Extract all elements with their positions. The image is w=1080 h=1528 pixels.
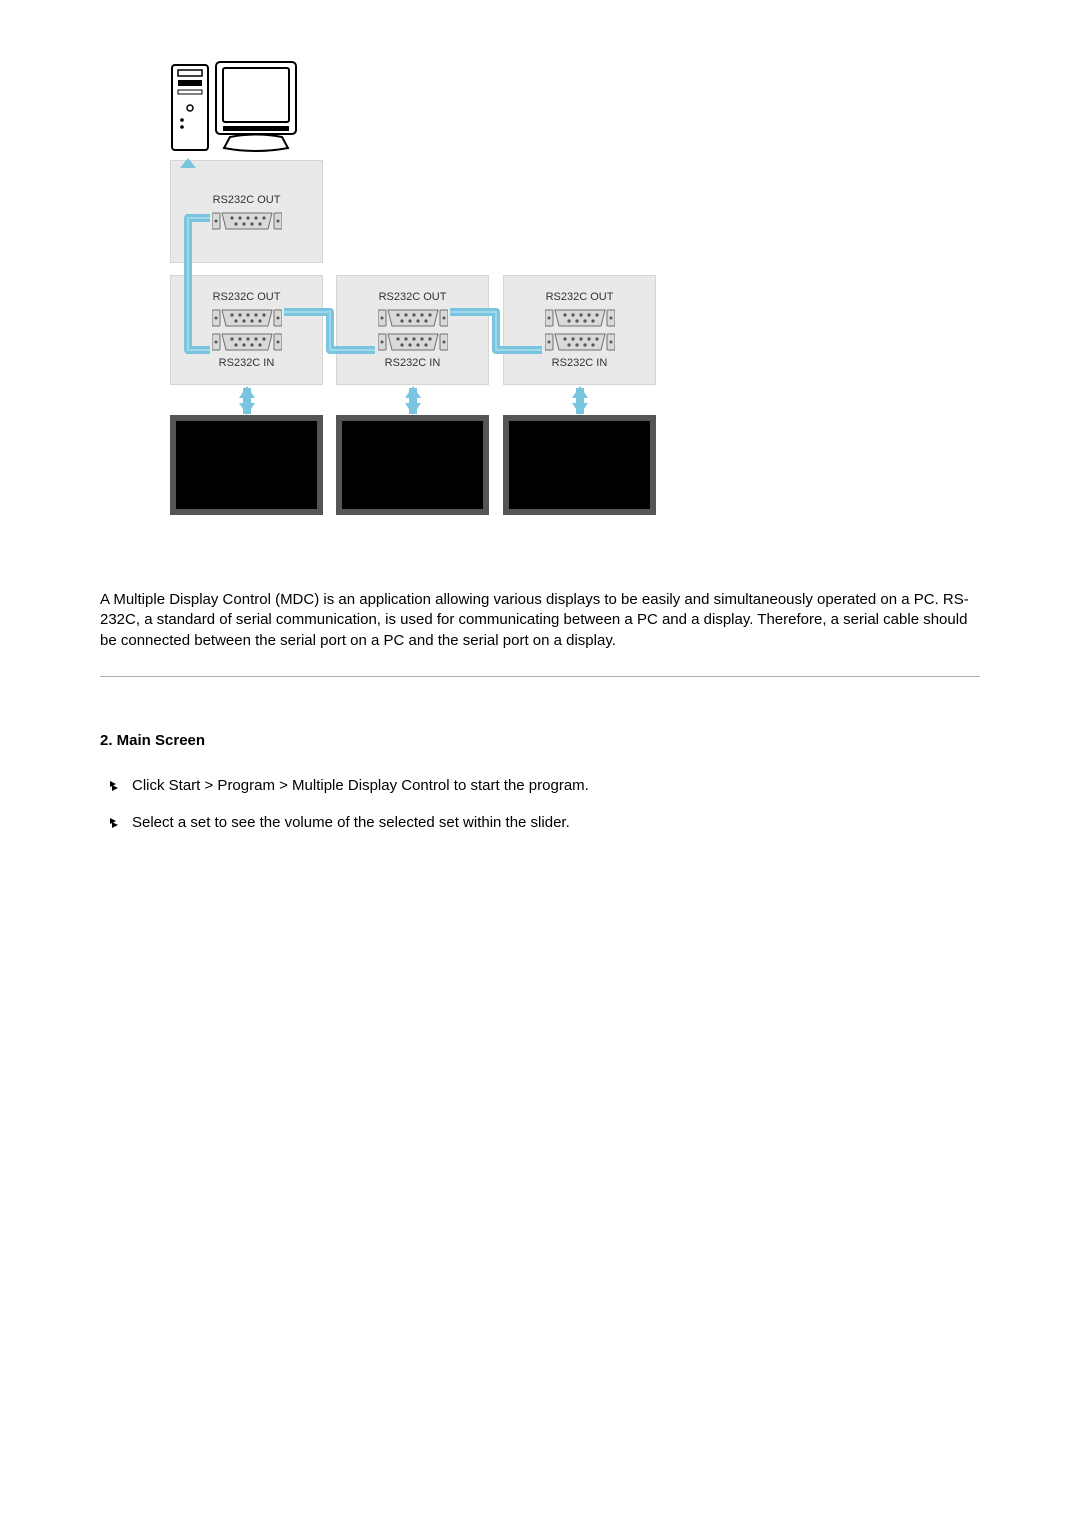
port-label-out: RS232C OUT bbox=[213, 194, 281, 206]
serial-port-icon bbox=[378, 332, 448, 352]
section-heading: 2. Main Screen bbox=[100, 732, 980, 749]
port-label-out: RS232C OUT bbox=[379, 291, 447, 303]
port-label-out: RS232C OUT bbox=[213, 291, 281, 303]
arrow-bullet-icon bbox=[108, 816, 122, 830]
display-3 bbox=[503, 415, 656, 515]
serial-port-icon bbox=[212, 308, 282, 328]
computer-icon bbox=[170, 60, 320, 155]
list-item: Select a set to see the volume of the se… bbox=[108, 814, 980, 831]
serial-panel-2: RS232C OUT RS232C IN bbox=[336, 275, 489, 385]
port-label-out: RS232C OUT bbox=[546, 291, 614, 303]
display-1 bbox=[170, 415, 323, 515]
list-item-text: Select a set to see the volume of the se… bbox=[132, 814, 570, 831]
arrow-bullet-icon bbox=[108, 779, 122, 793]
list-item-text: Click Start > Program > Multiple Display… bbox=[132, 777, 589, 794]
serial-panel-source: RS232C OUT bbox=[170, 160, 323, 263]
serial-port-icon bbox=[212, 211, 282, 231]
serial-port-icon bbox=[545, 332, 615, 352]
port-label-in: RS232C IN bbox=[219, 357, 275, 369]
serial-panel-3: RS232C OUT RS232C IN bbox=[503, 275, 656, 385]
description-paragraph: A Multiple Display Control (MDC) is an a… bbox=[100, 590, 980, 651]
instruction-list: Click Start > Program > Multiple Display… bbox=[100, 777, 980, 831]
serial-panel-1: RS232C OUT RS232C IN bbox=[170, 275, 323, 385]
serial-port-icon bbox=[545, 308, 615, 328]
serial-port-icon bbox=[378, 308, 448, 328]
connection-diagram: RS232C OUT RS232C OUT RS232C IN RS232C O… bbox=[170, 60, 730, 540]
port-label-in: RS232C IN bbox=[552, 357, 608, 369]
list-item: Click Start > Program > Multiple Display… bbox=[108, 777, 980, 794]
section-divider bbox=[100, 676, 980, 677]
display-2 bbox=[336, 415, 489, 515]
serial-port-icon bbox=[212, 332, 282, 352]
port-label-in: RS232C IN bbox=[385, 357, 441, 369]
